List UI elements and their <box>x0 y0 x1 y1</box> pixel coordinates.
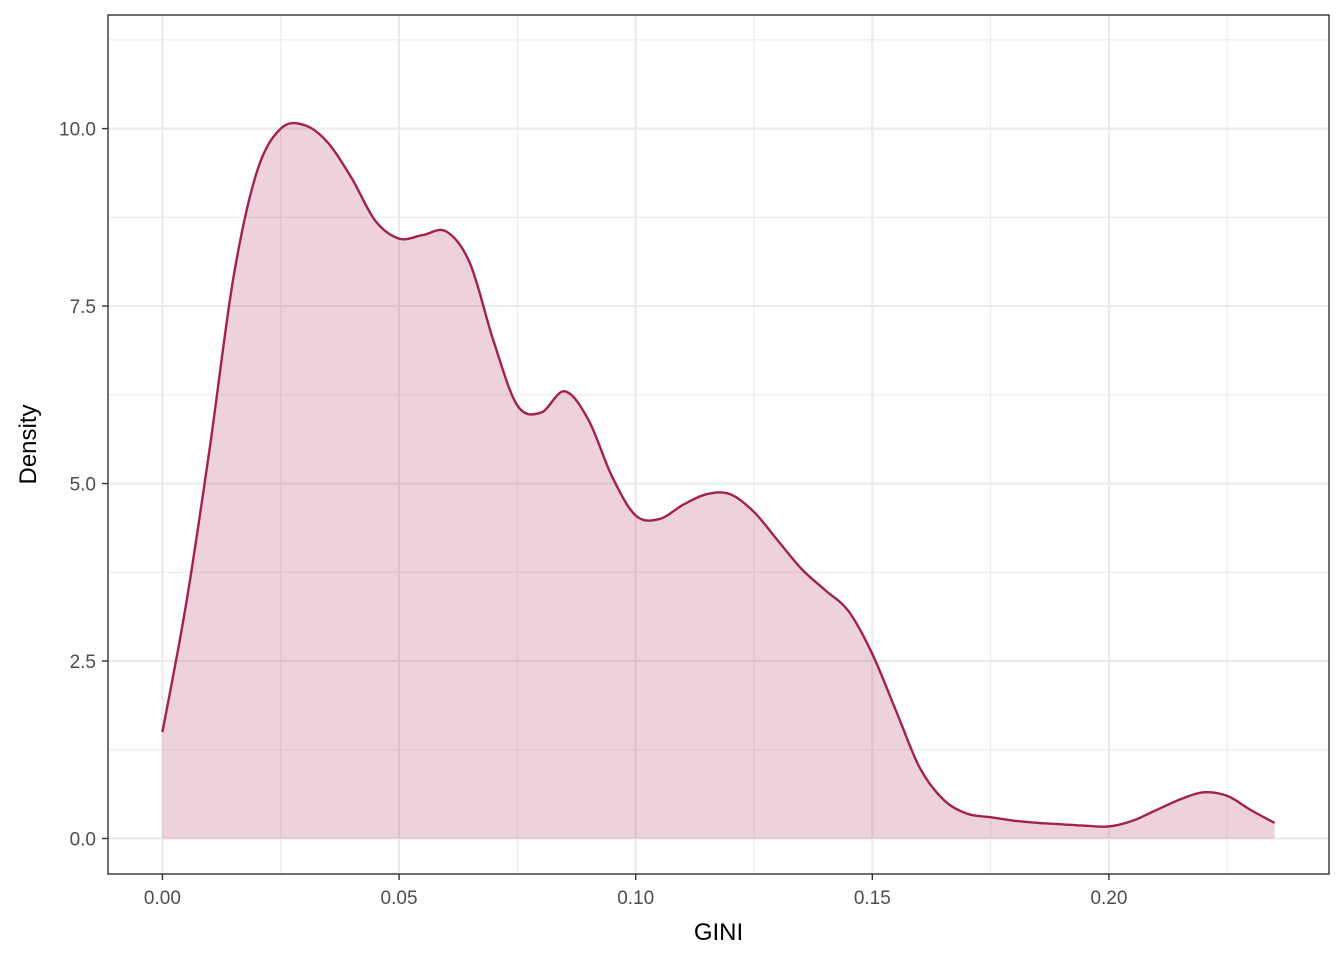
y-tick-label: 10.0 <box>59 120 96 141</box>
x-tick-label: 0.10 <box>617 888 654 909</box>
grid-lines <box>108 15 1329 874</box>
x-tick-label: 0.20 <box>1090 888 1127 909</box>
plot-panel-border <box>107 14 1330 875</box>
x-tick-label: 0.05 <box>381 888 418 909</box>
density-area <box>162 123 1275 839</box>
y-tick-label: 5.0 <box>70 475 96 496</box>
x-tick-label: 0.00 <box>144 888 181 909</box>
density-line <box>161 121 1276 828</box>
x-tick-label: 0.15 <box>854 888 891 909</box>
y-tick-label: 2.5 <box>70 652 96 673</box>
y-axis-title: Density <box>15 404 42 484</box>
y-tick-label: 0.0 <box>70 830 96 851</box>
x-axis-title: GINI <box>694 919 743 946</box>
y-tick-label: 7.5 <box>70 297 96 318</box>
axes: 0.00 0.05 0.10 0.15 0.20 0.0 2.5 5.0 7.5 10.0 <box>59 120 1127 909</box>
